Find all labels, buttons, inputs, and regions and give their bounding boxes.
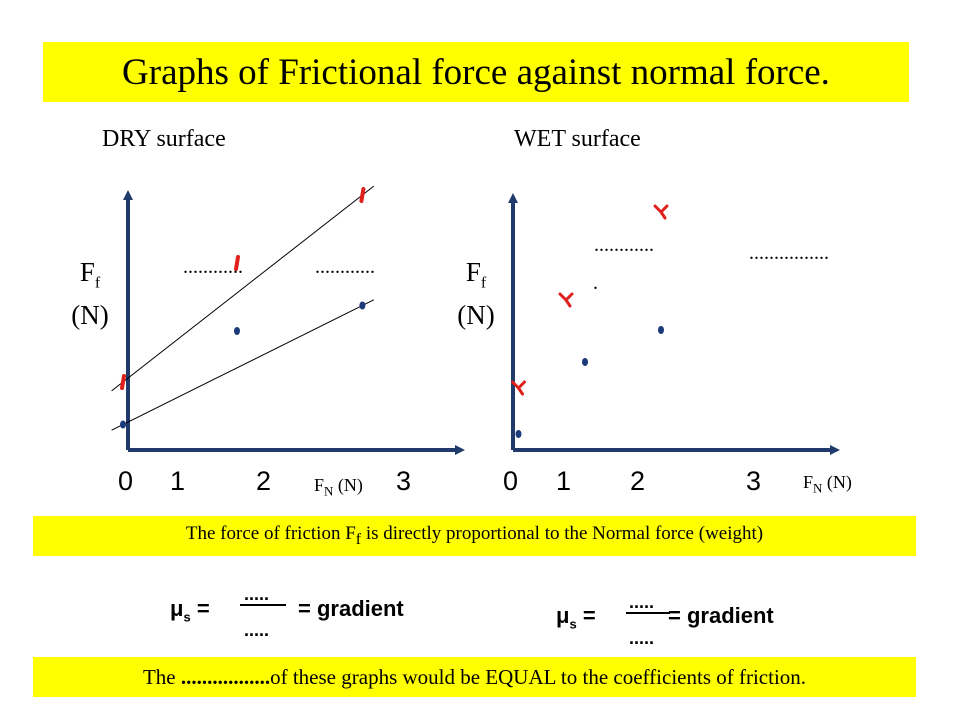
wet-blank-right: ................ bbox=[749, 242, 829, 264]
wet-x-tick-1: 1 bbox=[556, 466, 572, 496]
fraction-numerator-right: ..... bbox=[629, 592, 655, 612]
dry-x-axis-label: FN (N) bbox=[314, 475, 363, 499]
data-point bbox=[515, 430, 522, 438]
dry-blank-left: ............ bbox=[183, 256, 243, 278]
data-point bbox=[120, 374, 126, 390]
wet-x-tick-0: 0 bbox=[503, 466, 519, 496]
trend-line bbox=[111, 299, 375, 431]
data-point bbox=[582, 358, 588, 366]
dry-x-tick-1: 1 bbox=[170, 466, 186, 496]
wet-blank-left: ............ bbox=[594, 234, 654, 256]
data-point bbox=[558, 292, 574, 308]
fraction-bar-left bbox=[240, 604, 286, 606]
footer-text: The .................of these graphs wou… bbox=[142, 664, 807, 689]
dry-x-tick-0: 0 bbox=[118, 466, 134, 496]
wet-chart bbox=[508, 193, 840, 455]
dry-x-tick-3: 3 bbox=[396, 466, 412, 496]
title-banner: Graphs of Frictional force against norma… bbox=[43, 42, 909, 102]
wet-blank-left-extra: . bbox=[593, 272, 598, 294]
data-point bbox=[359, 187, 366, 203]
wet-x-tick-2: 2 bbox=[630, 466, 646, 496]
fraction-bar-right bbox=[626, 612, 670, 614]
data-point bbox=[511, 380, 526, 396]
data-point bbox=[120, 420, 126, 429]
data-point bbox=[359, 301, 366, 310]
dry-x-tick-2: 2 bbox=[256, 466, 272, 496]
data-point bbox=[234, 327, 240, 335]
statement-text: The force of friction Ff is directly pro… bbox=[185, 523, 764, 548]
data-point bbox=[653, 204, 669, 220]
statement-banner: The force of friction Ff is directly pro… bbox=[33, 516, 916, 556]
data-point bbox=[658, 326, 664, 334]
dry-y-axis-label: Ff (N) bbox=[71, 257, 109, 331]
gradient-right: = gradient bbox=[668, 603, 774, 628]
wet-x-tick-3: 3 bbox=[746, 466, 762, 496]
data-point bbox=[234, 255, 240, 271]
dry-surface-heading: DRY surface bbox=[102, 126, 226, 152]
dry-chart bbox=[111, 185, 465, 455]
gradient-left: = gradient bbox=[298, 596, 404, 621]
wet-surface-heading: WET surface bbox=[514, 126, 641, 152]
dry-blank-right: ............ bbox=[315, 256, 375, 278]
mu-s-left: μs = bbox=[170, 596, 210, 625]
page-title: Graphs of Frictional force against norma… bbox=[122, 51, 830, 93]
wet-y-axis-label: Ff (N) bbox=[457, 257, 495, 331]
trend-line bbox=[111, 185, 375, 392]
wet-x-axis-label: FN (N) bbox=[803, 472, 852, 496]
fraction-numerator-left: ..... bbox=[244, 584, 270, 604]
fraction-denominator-right: ..... bbox=[629, 628, 655, 648]
fraction-denominator-left: ..... bbox=[244, 620, 270, 640]
footer-banner: The .................of these graphs wou… bbox=[33, 657, 916, 697]
mu-s-right: μs = bbox=[556, 603, 596, 632]
